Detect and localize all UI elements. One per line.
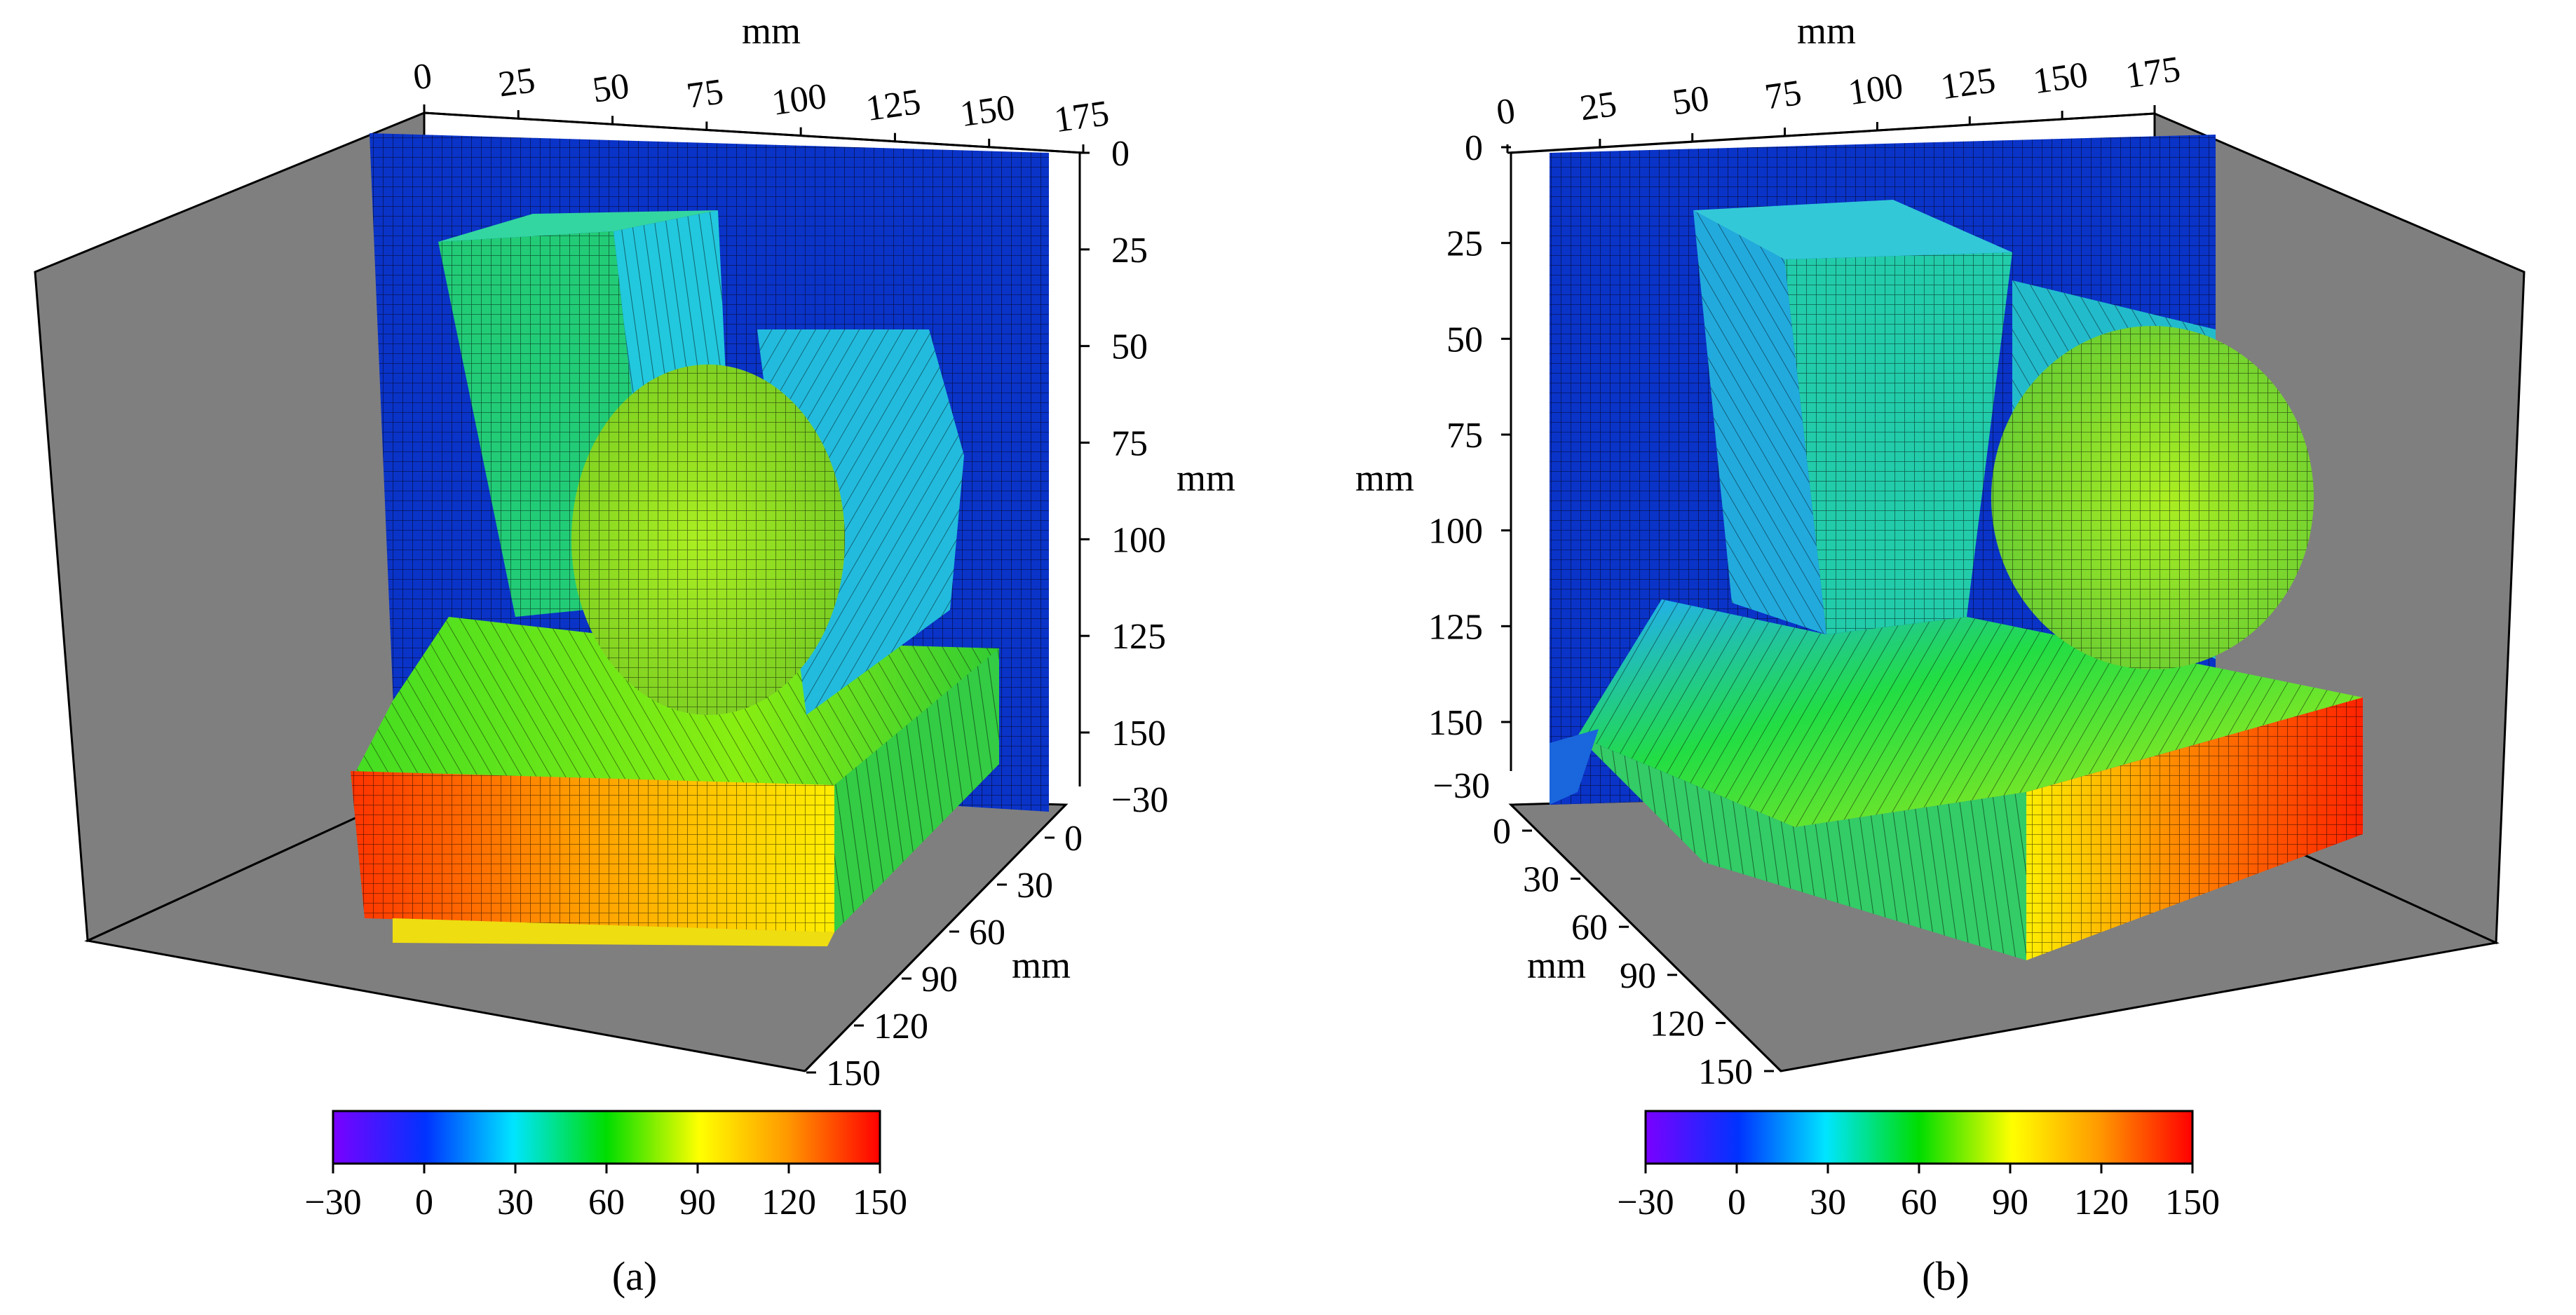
panel-b-cb-tick-label: 150: [2165, 1183, 2220, 1222]
panel-a-x-tick-label: 50: [590, 66, 632, 111]
panel-a-colorbar: [332, 1110, 881, 1165]
panel-a-cb-tick-label: 0: [415, 1183, 433, 1222]
panel-a-y-ticks: 0 25 50 75 100 125 150 −30: [1080, 134, 1168, 820]
panel-a-y-tick-label: 0: [1111, 134, 1130, 174]
panel-a-cb-tick-label: −30: [304, 1183, 361, 1222]
panel-b-z-tick-label: 90: [1620, 956, 1656, 996]
panel-b-cb-tick-label: 120: [2074, 1183, 2129, 1222]
panel-a-z-axis-label: mm: [1012, 944, 1071, 986]
panel-b-y-ticks: 0 25 50 75 100 125 150 −30: [1428, 128, 1511, 806]
panel-b-cb-tick-label: 0: [1728, 1183, 1746, 1222]
panel-a-z-tick-label: 30: [1017, 866, 1053, 906]
panel-b-y-tick-label: 75: [1446, 416, 1483, 456]
panel-b-z-tick-label: 120: [1650, 1004, 1704, 1044]
panel-a-cb-tick-label: 60: [588, 1183, 625, 1222]
panel-b-y-tick-label: 150: [1428, 703, 1483, 743]
panel-a-z-ticks: 0 30 60 90 120 150: [806, 819, 1083, 1093]
panel-a-x-tick-label: 175: [1052, 93, 1111, 140]
panel-b-x-tick-label: 150: [2031, 55, 2090, 102]
panel-a-cb-tick-label: 90: [679, 1183, 716, 1222]
panel-b-y-tick-label: 50: [1446, 320, 1483, 360]
panel-a-z-tick-label: 150: [826, 1054, 881, 1093]
panel-b-x-ticks: 0 25 50 75 100 125 150 175: [1494, 49, 2183, 153]
panel-b-z-tick-label: 30: [1523, 860, 1559, 900]
panel-b: 0 25 50 75 100 125 150 175 0255075100125150−30 …: [1355, 10, 2526, 1299]
panel-b-y-tick-label: 25: [1446, 224, 1483, 264]
panel-a-z-tick-label: 60: [969, 913, 1005, 953]
panel-b-y-axis-label: mm: [1355, 457, 1414, 499]
panel-b-x-tick-label: 175: [2123, 49, 2183, 96]
panel-b-y-tick-label: 100: [1428, 512, 1483, 552]
panel-b-y-tick-label: 0: [1465, 128, 1483, 168]
panel-a-x-ticks: 0 25 50 75 100 125 150 175: [411, 56, 1111, 153]
panel-b-z-tick-label: 0: [1493, 812, 1511, 852]
panel-a-y-tick-label: 25: [1111, 231, 1148, 271]
panel-b-cb-tick-label: −30: [1617, 1183, 1674, 1222]
panel-a-cb-tick-label: 150: [853, 1183, 907, 1222]
panel-a-y-tick-label: 75: [1111, 424, 1148, 464]
panel-a-y-tick-label: 150: [1111, 714, 1166, 754]
panel-b-x-tick-label: 0: [1494, 91, 1518, 133]
panel-b-y-tick-label: 125: [1428, 607, 1483, 647]
panel-a: 0 25 50 75 100 125 150 175 0255075100125150−30 …: [34, 10, 1235, 1299]
panel-a-x-tick-label: 25: [496, 60, 537, 105]
panel-b-colorbar-ticks: −30 0 30 60 90 120 150: [1617, 1164, 2220, 1222]
panel-b-x-tick-label: 100: [1846, 66, 1906, 113]
panel-b-z-ticks: 0 30 60 90 120 150: [1493, 812, 1774, 1092]
panel-b-y-tick-label: −30: [1433, 766, 1490, 806]
panel-a-y-tick-label: 100: [1111, 520, 1166, 560]
panel-a-caption: (a): [612, 1253, 657, 1299]
panel-b-caption: (b): [1922, 1253, 1970, 1299]
panel-b-z-tick-label: 150: [1698, 1052, 1753, 1092]
panel-a-colorbar-ticks: −30 0 30 60 90 120 150: [304, 1164, 907, 1222]
panel-a-x-tick-label: 75: [684, 71, 726, 116]
panel-a-y-axis-label: mm: [1177, 457, 1235, 499]
panel-b-z-axis-label: mm: [1527, 944, 1586, 986]
panel-a-cb-tick-label: 120: [761, 1183, 816, 1222]
panel-a-z-tick-label: 90: [921, 960, 958, 1000]
panel-b-x-axis-label: mm: [1797, 10, 1856, 52]
panel-b-x-tick-label: 125: [1938, 60, 1998, 107]
panel-a-z-tick-label: 0: [1064, 819, 1083, 859]
panel-b-x-tick-label: 25: [1578, 84, 1619, 129]
panel-a-y-tick-label: 125: [1111, 617, 1166, 657]
panel-b-cb-tick-label: 60: [1901, 1183, 1937, 1222]
panel-b-cb-tick-label: 30: [1810, 1183, 1846, 1222]
panel-a-x-tick-label: 150: [958, 88, 1017, 135]
panel-b-colorbar: [1644, 1110, 2194, 1165]
panel-b-z-tick-label: 60: [1571, 908, 1608, 948]
panel-b-cb-tick-label: 90: [1992, 1183, 2028, 1222]
panel-a-x-tick-label: 0: [411, 56, 435, 98]
panel-a-x-tick-label: 125: [864, 82, 923, 129]
panel-a-y-tick-label: 50: [1111, 327, 1148, 367]
panel-a-z-tick-label: 120: [874, 1007, 928, 1047]
panel-b-x-tick-label: 75: [1763, 73, 1804, 118]
panel-b-x-tick-label: 50: [1670, 79, 1711, 123]
panel-a-cb-tick-label: 30: [497, 1183, 534, 1222]
panel-a-y-tick-label: −30: [1111, 780, 1168, 820]
panel-a-x-axis-label: mm: [742, 10, 801, 52]
panel-a-x-tick-label: 100: [769, 76, 829, 123]
